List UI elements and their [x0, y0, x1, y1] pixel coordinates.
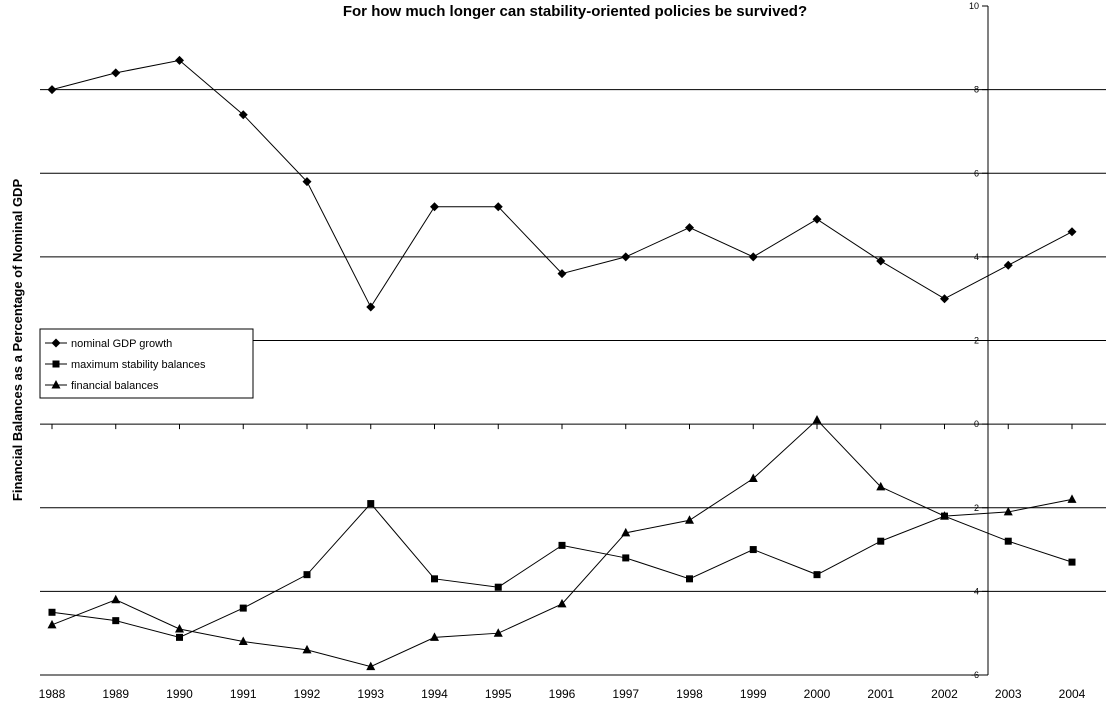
data-point-triangle-marker [812, 414, 822, 424]
data-point-triangle-marker [940, 511, 949, 520]
x-tick-label: 1988 [39, 687, 66, 701]
data-point-diamond-marker [366, 302, 376, 312]
data-point-diamond-marker [111, 68, 121, 78]
x-tick-label: 1991 [230, 687, 257, 701]
x-tick-label: 1995 [485, 687, 512, 701]
chart-title: For how much longer can stability-orient… [343, 3, 807, 20]
x-tick-label: 1996 [549, 687, 576, 701]
data-point-square-marker [1068, 558, 1076, 566]
x-tick-label: 1999 [740, 687, 767, 701]
x-tick-label: 1992 [294, 687, 321, 701]
x-tick-label: 1998 [676, 687, 703, 701]
legend-diamond-marker [51, 338, 61, 348]
data-point-triangle-marker [748, 473, 758, 482]
data-point-square-marker [558, 541, 566, 549]
data-point-triangle-marker [557, 598, 567, 608]
data-point-square-marker [877, 537, 885, 545]
legend-label: maximum stability balances [71, 359, 206, 371]
y-tick-label: 10 [969, 1, 979, 11]
y-tick-label: 2 [974, 336, 979, 346]
data-point-diamond-marker [175, 55, 184, 65]
y-tick-label: 4 [974, 252, 979, 262]
x-tick-label: 2002 [931, 687, 958, 701]
data-point-square-marker [622, 554, 630, 562]
data-point-square-marker [431, 575, 438, 583]
data-point-square-marker [176, 633, 183, 641]
data-point-square-marker [112, 617, 120, 625]
data-point-diamond-marker [812, 214, 822, 224]
data-point-diamond-marker [1067, 227, 1077, 237]
y-tick-label: 6 [974, 168, 979, 178]
data-point-diamond-marker [557, 269, 567, 279]
data-point-square-marker [367, 500, 375, 508]
data-point-diamond-marker [876, 256, 886, 266]
x-tick-label: 1997 [612, 687, 639, 701]
x-tick-label: 1990 [166, 687, 193, 701]
x-tick-label: 2003 [995, 687, 1022, 701]
legend: nominal GDP growth maximum stability bala… [39, 328, 254, 399]
data-point-diamond-marker [940, 294, 949, 304]
x-tick-label: 2000 [804, 687, 831, 701]
data-point-triangle-marker [685, 515, 694, 524]
y-tick-label: 0 [974, 419, 979, 429]
series-line [51, 502, 1073, 638]
data-point-diamond-marker [302, 177, 312, 187]
data-point-triangle-marker [1003, 506, 1013, 516]
data-point-triangle-marker [47, 619, 57, 629]
data-point-square-marker [1004, 537, 1012, 545]
legend-box [39, 328, 254, 399]
data-point-square-marker [749, 546, 757, 554]
data-point-triangle-marker [366, 661, 376, 671]
data-point-triangle-marker [175, 624, 184, 633]
data-point-triangle-marker [238, 636, 248, 646]
data-point-diamond-marker [621, 252, 631, 262]
series-nominal-GDP-growth [47, 55, 1077, 312]
data-point-diamond-marker [685, 223, 694, 233]
legend-label: nominal GDP growth [71, 338, 172, 350]
data-point-diamond-marker [430, 202, 439, 212]
data-point-triangle-marker [493, 628, 503, 637]
y-tick-label: 2 [974, 503, 979, 513]
x-tick-label: 1994 [421, 687, 448, 701]
data-point-triangle-marker [111, 594, 121, 604]
data-point-diamond-marker [47, 85, 57, 95]
data-point-square-marker [686, 575, 693, 583]
data-point-diamond-marker [238, 110, 248, 120]
x-tick-label: 2004 [1059, 687, 1086, 701]
y-tick-label: 8 [974, 85, 979, 95]
data-point-diamond-marker [493, 202, 503, 212]
y-tick-label: -6 [971, 670, 979, 680]
x-tick-label: 1993 [357, 687, 384, 701]
data-point-triangle-marker [621, 527, 631, 537]
x-tick-label: 2001 [867, 687, 894, 701]
data-point-square-marker [494, 583, 502, 591]
plot-area: -6 4 2 0 2 4 6 8 10 1988 1989 1990 1991 1992 1993 1994 1… [39, 1, 1106, 701]
data-point-triangle-marker [876, 481, 886, 491]
data-point-diamond-marker [748, 252, 758, 262]
y-axis-label: Financial Balances as a Percentage of No… [10, 179, 25, 502]
data-point-square-marker [813, 571, 821, 579]
legend-label: financial balances [71, 380, 159, 392]
data-point-triangle-marker [430, 632, 439, 641]
series-financial-balances [47, 414, 1077, 671]
data-point-triangle-marker [1067, 494, 1077, 503]
data-point-square-marker [303, 571, 311, 579]
data-point-square-marker [239, 604, 247, 612]
legend-triangle-marker [51, 380, 61, 389]
data-point-diamond-marker [1003, 260, 1013, 270]
x-tick-label: 1989 [102, 687, 129, 701]
series-maximum-stability-balances [48, 500, 1076, 641]
data-point-square-marker [48, 608, 56, 616]
data-point-triangle-marker [302, 644, 312, 654]
y-tick-label: 4 [974, 586, 979, 596]
legend-square-marker [52, 360, 60, 368]
